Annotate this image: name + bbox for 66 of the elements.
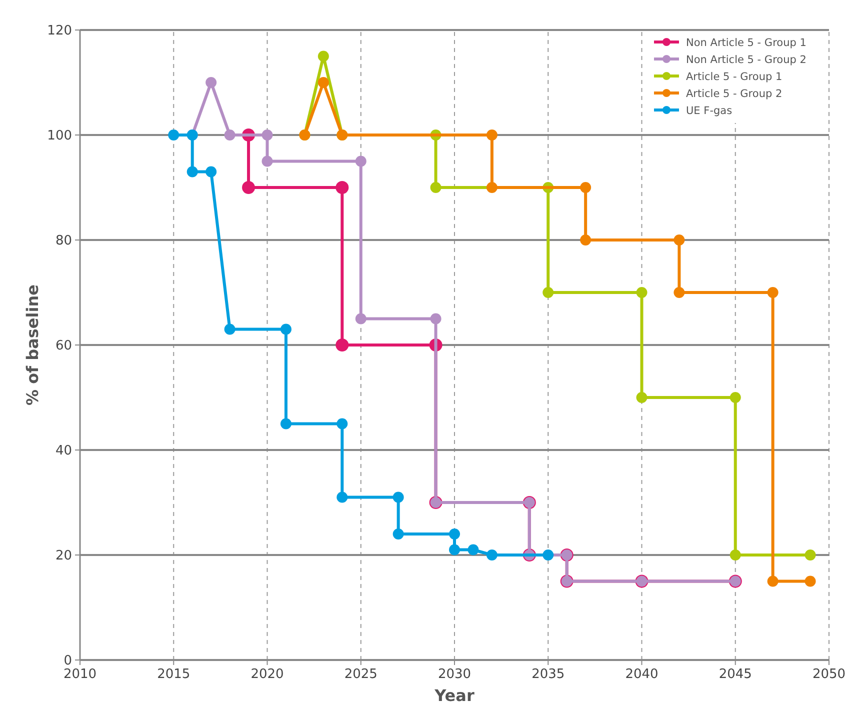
point xyxy=(336,181,349,194)
point xyxy=(262,156,273,167)
point xyxy=(336,338,349,352)
point xyxy=(636,392,648,403)
x-tick-label: 2050 xyxy=(812,667,846,682)
point xyxy=(674,287,685,298)
x-tick-label: 2015 xyxy=(157,667,190,682)
point xyxy=(392,492,404,503)
point xyxy=(355,156,366,167)
x-tick-label: 2040 xyxy=(625,667,658,682)
point xyxy=(224,324,236,335)
x-axis-title: Year xyxy=(434,686,474,705)
point xyxy=(336,492,348,503)
x-tick-label: 2025 xyxy=(344,667,378,682)
y-tick-label: 60 xyxy=(55,338,72,354)
point xyxy=(674,234,685,246)
point xyxy=(486,550,498,560)
point xyxy=(280,324,292,335)
point xyxy=(486,130,498,140)
point xyxy=(804,550,816,560)
y-tick-label: 80 xyxy=(55,234,72,248)
point xyxy=(449,528,460,540)
x-tick-label: 2010 xyxy=(63,667,97,682)
x-tick-label: 2045 xyxy=(718,667,752,682)
point xyxy=(542,287,554,298)
point xyxy=(186,166,198,178)
legend-label: Article 5 - Group 2 xyxy=(686,88,782,100)
point xyxy=(242,181,256,194)
legend-label: Article 5 - Group 1 xyxy=(686,71,782,83)
x-tick-label: 2030 xyxy=(438,667,472,682)
point xyxy=(430,182,442,193)
point xyxy=(636,287,648,298)
point xyxy=(580,182,592,193)
point xyxy=(262,130,273,140)
point xyxy=(206,77,217,88)
point xyxy=(730,550,741,560)
point xyxy=(767,287,778,298)
point xyxy=(542,550,554,560)
y-tick-label: 20 xyxy=(55,548,72,564)
point xyxy=(580,234,592,246)
point xyxy=(468,544,479,556)
point xyxy=(804,576,816,587)
legend-label: Non Article 5 - Group 2 xyxy=(686,54,806,66)
point xyxy=(318,77,329,88)
point xyxy=(430,313,442,324)
y-tick-label: 120 xyxy=(47,24,72,38)
point xyxy=(206,166,217,178)
point xyxy=(318,50,329,62)
point xyxy=(449,544,460,556)
legend-label: Non Article 5 - Group 1 xyxy=(686,37,806,49)
x-tick-label: 2020 xyxy=(250,667,284,682)
legend-label: UE F-gas xyxy=(686,105,732,117)
point xyxy=(767,576,778,587)
y-tick-label: 100 xyxy=(47,128,72,144)
x-tick-label: 2035 xyxy=(532,667,565,682)
point xyxy=(336,418,348,430)
point xyxy=(392,528,404,540)
point xyxy=(168,130,180,140)
point xyxy=(224,130,236,140)
point xyxy=(730,392,741,403)
y-tick-label: 0 xyxy=(64,654,72,668)
y-axis-title: % of baseline xyxy=(23,284,42,406)
point xyxy=(355,313,366,324)
y-tick-label: 40 xyxy=(55,444,72,458)
point xyxy=(280,418,292,430)
point xyxy=(486,182,498,193)
